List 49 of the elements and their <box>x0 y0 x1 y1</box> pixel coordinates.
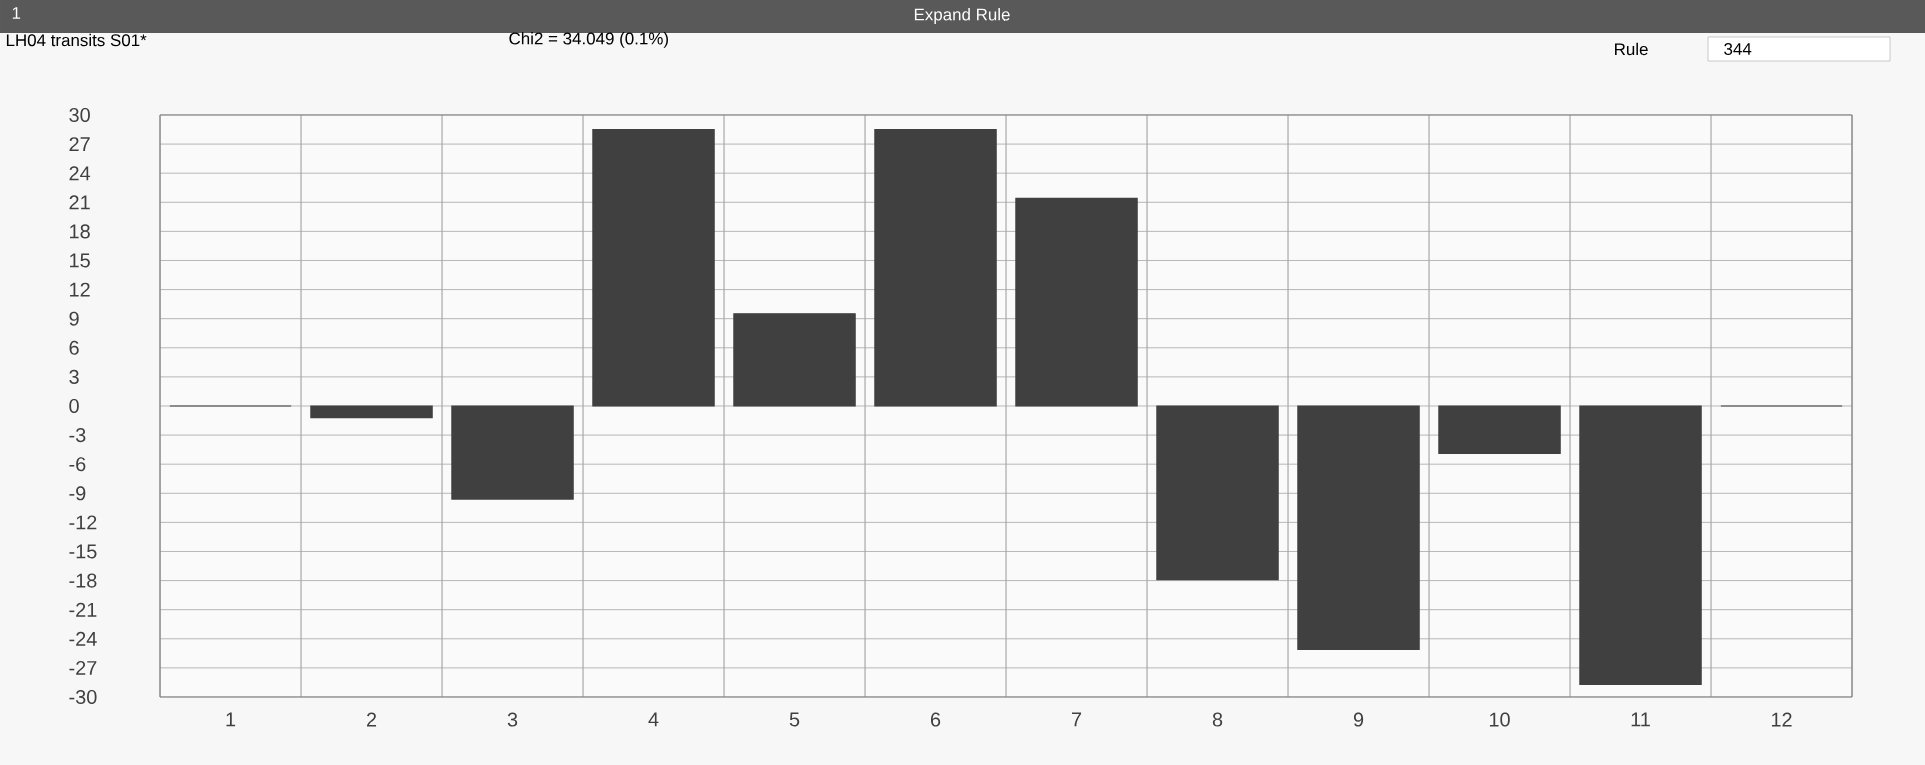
y-tick-label: -12 <box>69 515 97 530</box>
bar <box>1156 405 1279 581</box>
bar <box>1297 405 1420 651</box>
y-tick-label: 0 <box>69 398 79 414</box>
y-tick-label: -30 <box>69 689 97 705</box>
text: 344 <box>1724 42 1752 55</box>
y-tick-label: 6 <box>69 340 79 355</box>
y-tick-label: 15 <box>70 253 90 268</box>
x-tick-label: 2 <box>366 712 377 727</box>
text: Chi2 = 34.049 (0.1%) <box>509 32 668 48</box>
bar <box>733 313 856 407</box>
bar <box>1438 405 1561 455</box>
x-tick-label: 7 <box>1071 712 1082 727</box>
x-tick-label: 8 <box>1212 712 1223 727</box>
y-tick-label: -3 <box>69 428 86 443</box>
bar <box>1015 197 1138 407</box>
text: LH04 transits S01* <box>6 33 147 47</box>
x-tick-label: 10 <box>1489 712 1510 727</box>
y-tick-label: 24 <box>69 166 91 181</box>
y-tick-label: -9 <box>69 486 86 501</box>
y-tick-label: 3 <box>69 369 79 384</box>
y-tick-label: -27 <box>69 660 97 675</box>
x-tick-label: 9 <box>1353 712 1364 727</box>
bar <box>874 128 997 407</box>
y-tick-label: -15 <box>69 544 97 559</box>
y-tick-label: -6 <box>69 457 86 472</box>
y-tick-label: -24 <box>69 631 97 646</box>
y-tick-label: -21 <box>69 602 97 617</box>
x-tick-label: 11 <box>1631 712 1650 727</box>
y-tick-label: -18 <box>69 573 97 588</box>
x-tick-label: 12 <box>1771 712 1792 727</box>
bar <box>592 128 715 407</box>
bar <box>310 405 433 419</box>
text: 1 <box>12 7 21 19</box>
bar <box>451 405 574 500</box>
bar <box>1579 405 1702 685</box>
x-tick-label: 3 <box>507 712 518 727</box>
x-tick-label: 4 <box>648 712 659 727</box>
y-tick-label: 12 <box>70 282 90 297</box>
y-tick-label: 9 <box>69 311 79 326</box>
y-tick-label: 27 <box>69 137 90 152</box>
x-tick-label: 5 <box>789 712 800 727</box>
x-tick-label: 6 <box>930 712 941 727</box>
y-tick-label: 18 <box>70 224 90 239</box>
x-tick-label: 1 <box>226 712 236 727</box>
y-tick-label: 30 <box>69 107 90 123</box>
y-tick-label: 21 <box>69 195 90 210</box>
chart-title: Expand Rule <box>914 8 1010 24</box>
text: Rule <box>1615 42 1648 56</box>
